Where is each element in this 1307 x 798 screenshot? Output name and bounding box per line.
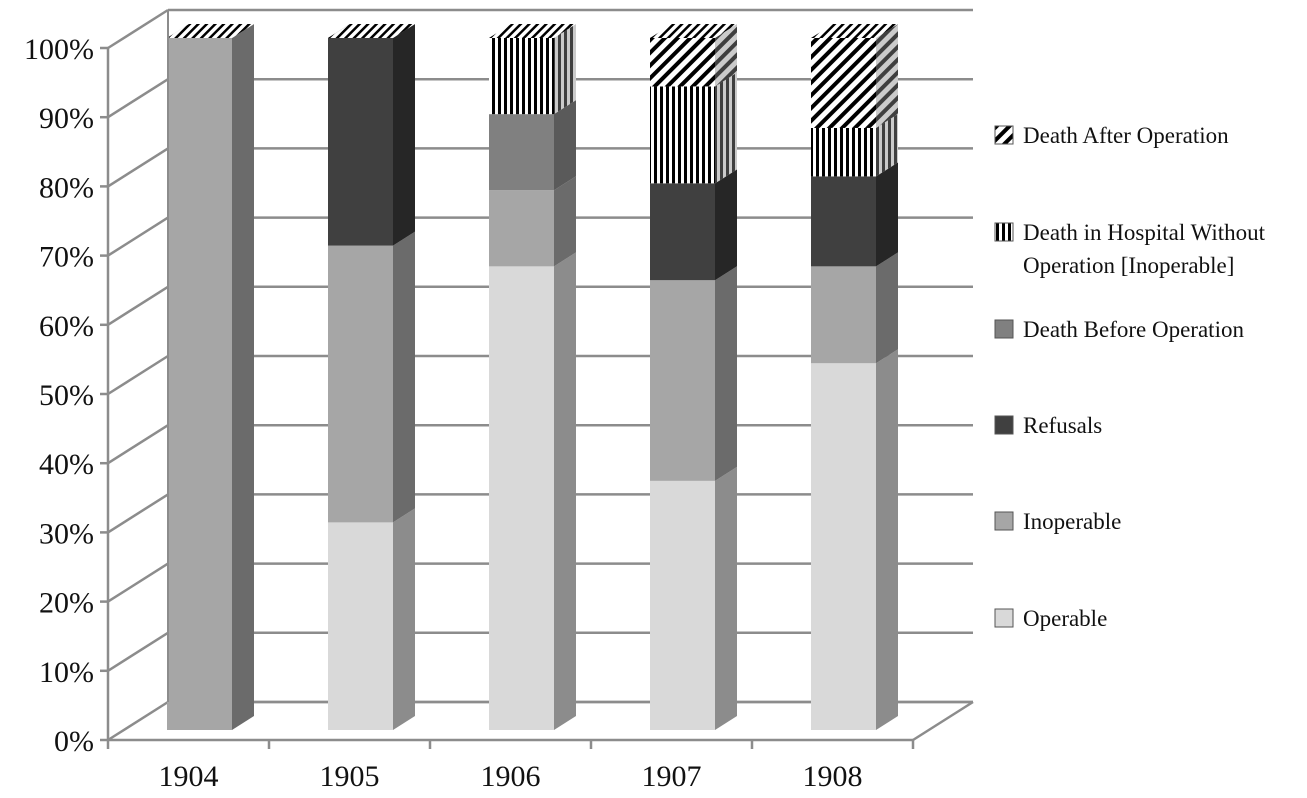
bar-segment (650, 280, 715, 481)
bar-side-pattern (876, 113, 898, 177)
bar-side-pattern (715, 24, 737, 87)
bar-side-pattern (876, 24, 898, 128)
bar-side (554, 176, 576, 267)
bar-side (393, 24, 415, 246)
bar-segment (811, 176, 876, 267)
legend-label: Death After Operation (1023, 123, 1229, 148)
bar-side (715, 466, 737, 730)
gridline-side (107, 631, 169, 672)
bar-side (393, 508, 415, 730)
bar-segment (650, 86, 715, 184)
legend-swatch (994, 511, 1014, 531)
x-tick-label: 1908 (803, 760, 863, 793)
legend-swatch (994, 319, 1014, 339)
legend-item: Operable (994, 606, 1107, 631)
gridline-side (107, 78, 169, 119)
bar-segment (328, 38, 393, 246)
bar-top-pattern (167, 24, 254, 38)
legend-swatch (994, 222, 1014, 242)
gridline-side (107, 562, 169, 603)
y-tick-label: 70% (39, 241, 94, 274)
legend-item: Death Before Operation (994, 317, 1244, 342)
y-tick-label: 30% (39, 517, 94, 550)
y-tick-label: 0% (54, 725, 94, 758)
gridline-side (107, 493, 169, 534)
legend-item: Death in Hospital Without Operation [Inop… (994, 220, 1266, 278)
legend-swatch (994, 608, 1014, 628)
y-tick-label: 20% (39, 587, 94, 620)
gridline-side (107, 8, 169, 50)
gridline-side (107, 700, 169, 742)
floor-right-edge (912, 700, 974, 742)
bar-side-pattern (554, 24, 576, 115)
bar-segment (650, 38, 715, 87)
gridline-side (107, 354, 169, 396)
bar-side (554, 100, 576, 191)
bar-top-pattern (328, 24, 415, 38)
legend-label: Inoperable (1023, 509, 1121, 534)
bar-segment (489, 38, 554, 115)
gridline-side (107, 216, 169, 257)
bar-segment (489, 114, 554, 191)
x-tick-label: 1905 (320, 760, 380, 793)
y-tick-label: 80% (39, 171, 94, 204)
bar-side-pattern (715, 72, 737, 184)
bar-segment (811, 266, 876, 364)
bar-segment (489, 190, 554, 267)
y-tick-label: 10% (39, 656, 94, 689)
bar-segment (811, 363, 876, 730)
bar-side (876, 349, 898, 730)
legend-item: Refusals (994, 413, 1102, 438)
bar-top (489, 24, 576, 38)
legend-swatch (994, 415, 1014, 435)
legend-item: Inoperable (994, 509, 1121, 534)
bar-top (811, 24, 898, 38)
y-tick-label: 100% (24, 33, 94, 66)
bar-side (554, 252, 576, 731)
bar-segment (328, 522, 393, 730)
legend-item: Death After Operation (994, 123, 1229, 148)
y-tick-label: 60% (39, 310, 94, 343)
x-tick-label: 1907 (642, 760, 702, 793)
bar-segment (167, 38, 232, 730)
chart-axes: 0% 10% 20% 30% 40% 50% 60% 70% 80% 90% 100% 1904 190… (24, 10, 915, 793)
bar-segment (328, 245, 393, 523)
y-tick-label: 90% (39, 102, 94, 135)
gridline-side (107, 147, 169, 188)
legend-label: Operable (1023, 606, 1107, 631)
legend-label: Refusals (1023, 413, 1102, 438)
y-tick-label: 50% (39, 379, 94, 412)
bar-side (393, 231, 415, 523)
gridline-side (107, 424, 169, 465)
bar-side (876, 252, 898, 364)
y-tick-label: 40% (39, 448, 94, 481)
bar-segment (811, 127, 876, 177)
chart-legend: Death After Operation Death in Hospital W… (994, 123, 1266, 631)
bar-side (232, 24, 254, 730)
chart-bars (167, 24, 898, 731)
legend-label: Death in Hospital Without (1023, 220, 1266, 245)
legend-label: Death Before Operation (1023, 317, 1244, 342)
bar-segment (811, 38, 876, 128)
bar-segment (650, 480, 715, 730)
x-tick-label: 1904 (159, 760, 219, 793)
legend-swatch (994, 125, 1014, 145)
bar-side (715, 266, 737, 481)
x-tick-label: 1906 (481, 760, 541, 793)
gridline-side (107, 285, 169, 326)
legend-label: Operation [Inoperable] (1023, 253, 1234, 278)
bar-segment (650, 183, 715, 281)
bar-top (650, 24, 737, 38)
bar-side (876, 162, 898, 267)
bar-segment (489, 266, 554, 730)
bar-side (715, 169, 737, 281)
